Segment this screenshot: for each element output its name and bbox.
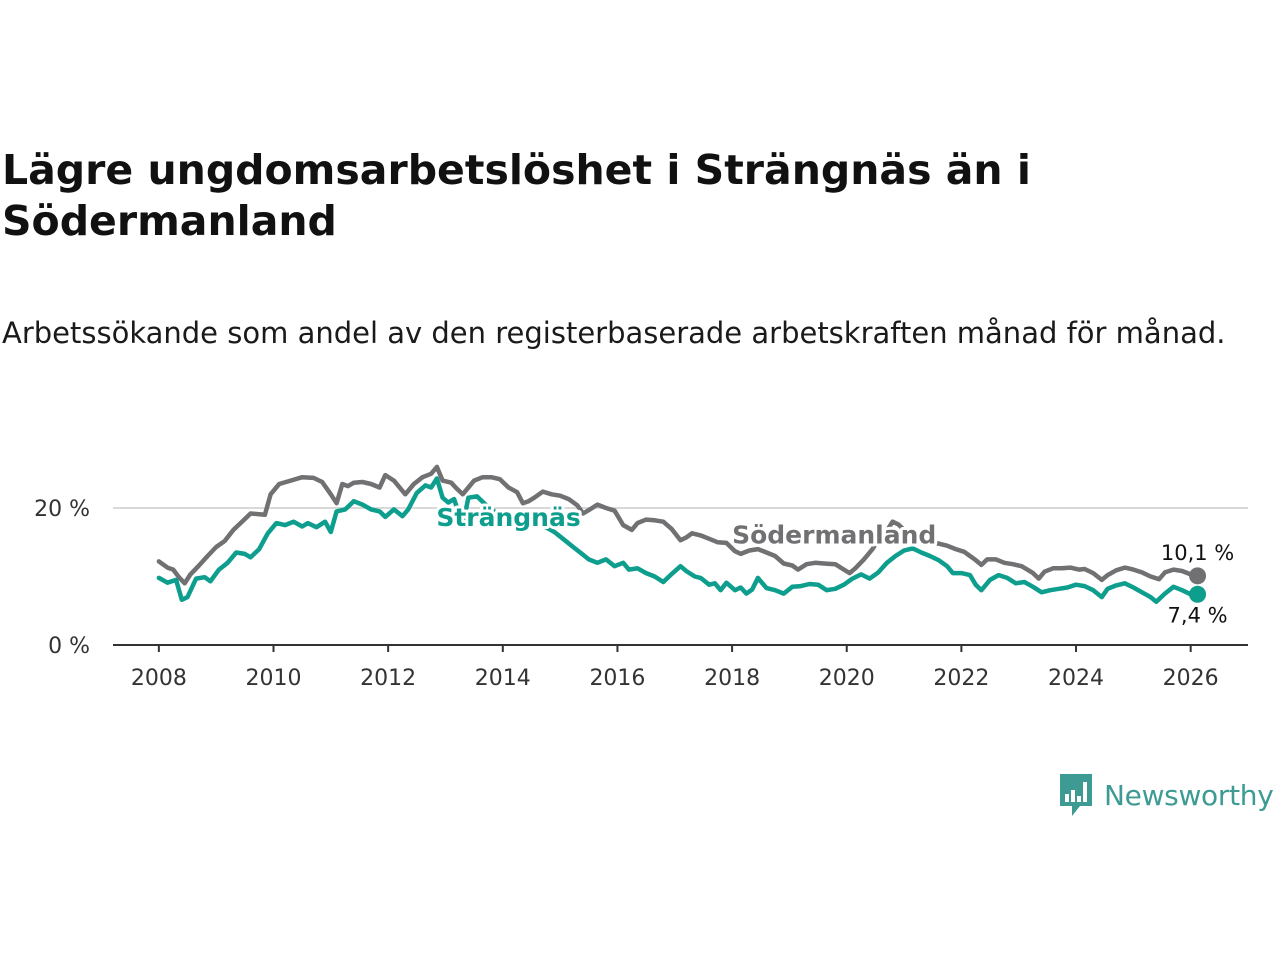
x-tick-label: 2018: [704, 666, 760, 691]
chart-subtitle: Arbetssökande som andel av den registerb…: [2, 316, 1226, 350]
series-lines: [156, 464, 1200, 605]
series-label-strangnas: Strängnäs: [436, 503, 580, 532]
x-tick-label: 2010: [246, 666, 302, 691]
end-marker-strangnas: [1189, 585, 1207, 603]
x-tick-label: 2014: [475, 666, 531, 691]
end-marker-sodermanland: [1189, 567, 1207, 585]
y-tick-label: 0 %: [48, 634, 90, 659]
x-tick-label: 2022: [933, 666, 989, 691]
x-tick-label: 2026: [1163, 666, 1219, 691]
end-value-labels: 10,1 % 7,4 %: [1158, 538, 1236, 629]
x-tick-label: 2016: [589, 666, 645, 691]
end-value-label-strangnas: 7,4 %: [1168, 603, 1228, 627]
brand-name: Newsworthy: [1104, 778, 1274, 812]
chart-title: Lägre ungdomsarbetslöshet i Strängnäs än…: [2, 146, 1031, 245]
y-axis: 20 % 0 %: [34, 497, 90, 659]
series-line-strangnas: [156, 476, 1200, 605]
newsworthy-logo[interactable]: Newsworthy: [1058, 772, 1274, 818]
series-labels: Strängnäs Södermanland: [433, 500, 939, 553]
bar-chart-speech-icon: [1060, 774, 1092, 816]
y-tick-label: 20 %: [34, 497, 90, 522]
line-chart: 20 % 0 % 2008 2010 2012 2014 2016 2018 2020 202…: [34, 464, 1248, 691]
series-line-sodermanland: [156, 464, 1200, 586]
x-tick-label: 2012: [360, 666, 416, 691]
x-tick-label: 2020: [819, 666, 875, 691]
series-label-sodermanland: Södermanland: [732, 521, 936, 550]
x-tick-label: 2024: [1048, 666, 1104, 691]
x-tick-label: 2008: [131, 666, 187, 691]
end-markers: [1189, 567, 1207, 603]
x-axis: 2008 2010 2012 2014 2016 2018 2020 2022 2024 2026: [131, 645, 1219, 691]
end-value-label-sodermanland: 10,1 %: [1161, 541, 1234, 565]
